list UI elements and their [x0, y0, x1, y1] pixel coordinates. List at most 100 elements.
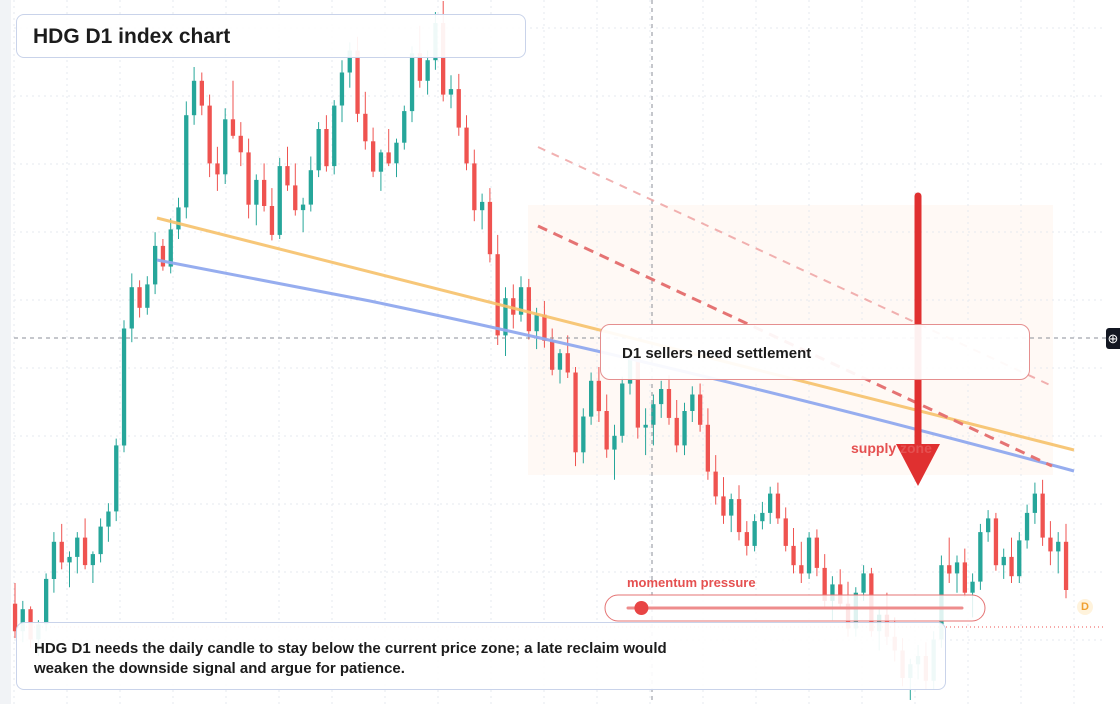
candle-body [651, 404, 656, 425]
candle-body [106, 511, 111, 527]
candle-body [98, 526, 103, 555]
candle-body [59, 541, 64, 563]
candle-body [402, 111, 407, 143]
candle-body [199, 80, 204, 106]
candle-body [1040, 493, 1045, 538]
candle-body [542, 314, 547, 341]
momentum-pressure-handle[interactable] [634, 601, 649, 615]
candle-body [861, 573, 866, 593]
candle-body [806, 537, 812, 574]
candle-body [783, 518, 788, 546]
candle-body [511, 298, 516, 315]
candle-body [129, 287, 134, 329]
candle-body [1017, 540, 1022, 577]
left-scale-strip [0, 0, 11, 704]
candle-body [612, 435, 617, 450]
candle-body [791, 545, 796, 566]
candle-body [495, 254, 500, 336]
candle-body [425, 60, 430, 81]
candle-body [238, 135, 243, 153]
candle-body [822, 567, 827, 601]
candle-body [705, 424, 710, 472]
candle-body [308, 170, 313, 205]
candle-body [550, 340, 555, 370]
candle-body [526, 287, 531, 332]
candle-body [347, 50, 352, 73]
candle-body [67, 556, 72, 563]
candle-body [246, 152, 251, 205]
candle-body [962, 562, 967, 593]
candle-body [339, 72, 345, 106]
candle-body [799, 565, 804, 574]
candle-body [674, 417, 679, 446]
candle-body [729, 499, 734, 516]
candle-body [332, 105, 337, 167]
candle-body [215, 163, 220, 175]
candle-body [604, 411, 609, 450]
candle-body [698, 394, 703, 425]
candlestick-series [12, 1, 1069, 700]
candle-body [518, 287, 524, 315]
candle-body [300, 204, 306, 211]
candle-body [51, 541, 57, 579]
candle-body [565, 353, 570, 373]
candle-body [472, 163, 477, 211]
candle-body [355, 50, 360, 114]
candle-body [145, 284, 150, 308]
candle-body [978, 532, 983, 582]
candle-body [82, 537, 88, 566]
candle-body [666, 389, 672, 418]
candle-body [378, 152, 384, 172]
candle-body [721, 496, 726, 516]
candle-body [168, 229, 173, 267]
candle-body [534, 314, 539, 332]
interval-badge[interactable]: D [1077, 599, 1093, 615]
candle-body [487, 201, 493, 255]
candle-body [744, 532, 749, 546]
candle-body [659, 389, 664, 405]
candle-body [596, 380, 601, 412]
chart-title: HDG D1 index chart [33, 25, 231, 48]
candle-body [153, 245, 158, 285]
candle-body [775, 493, 781, 519]
candle-body [12, 603, 18, 632]
candle-body [1024, 512, 1030, 541]
candle-body [262, 179, 267, 206]
candle-body [44, 578, 49, 625]
candle-body [573, 372, 578, 453]
candle-body [121, 328, 127, 446]
candle-body [643, 424, 648, 428]
candle-body [1001, 556, 1006, 566]
candle-body [557, 353, 563, 370]
candle-body [620, 383, 625, 436]
candle-body [75, 537, 80, 557]
crosshair-plus-icon[interactable]: ⊕ [1106, 328, 1120, 349]
candle-body [456, 89, 461, 128]
candle-body [1048, 537, 1053, 552]
candle-body [838, 584, 843, 604]
candle-body [223, 119, 228, 175]
candle-body [464, 127, 469, 164]
candle-body [768, 493, 773, 513]
candle-body [230, 119, 236, 136]
candle-body [20, 609, 25, 632]
candle-body [1032, 493, 1037, 513]
candle-body [589, 380, 594, 417]
summary-card: HDG D1 needs the daily candle to stay be… [16, 622, 946, 690]
down-arrow-icon [896, 444, 940, 486]
candle-body [409, 53, 415, 112]
candle-body [394, 142, 399, 164]
supply-zone-label: supply zone [851, 440, 932, 456]
candle-body [324, 129, 329, 167]
candle-body [417, 53, 422, 81]
candle-body [1063, 541, 1069, 590]
candle-body [90, 554, 95, 566]
candle-body [970, 581, 975, 593]
candle-body [760, 512, 765, 522]
candle-body [503, 298, 508, 336]
candle-body [448, 89, 454, 95]
candle-body [191, 80, 197, 116]
candle-body [386, 152, 391, 164]
candle-body [114, 445, 119, 512]
